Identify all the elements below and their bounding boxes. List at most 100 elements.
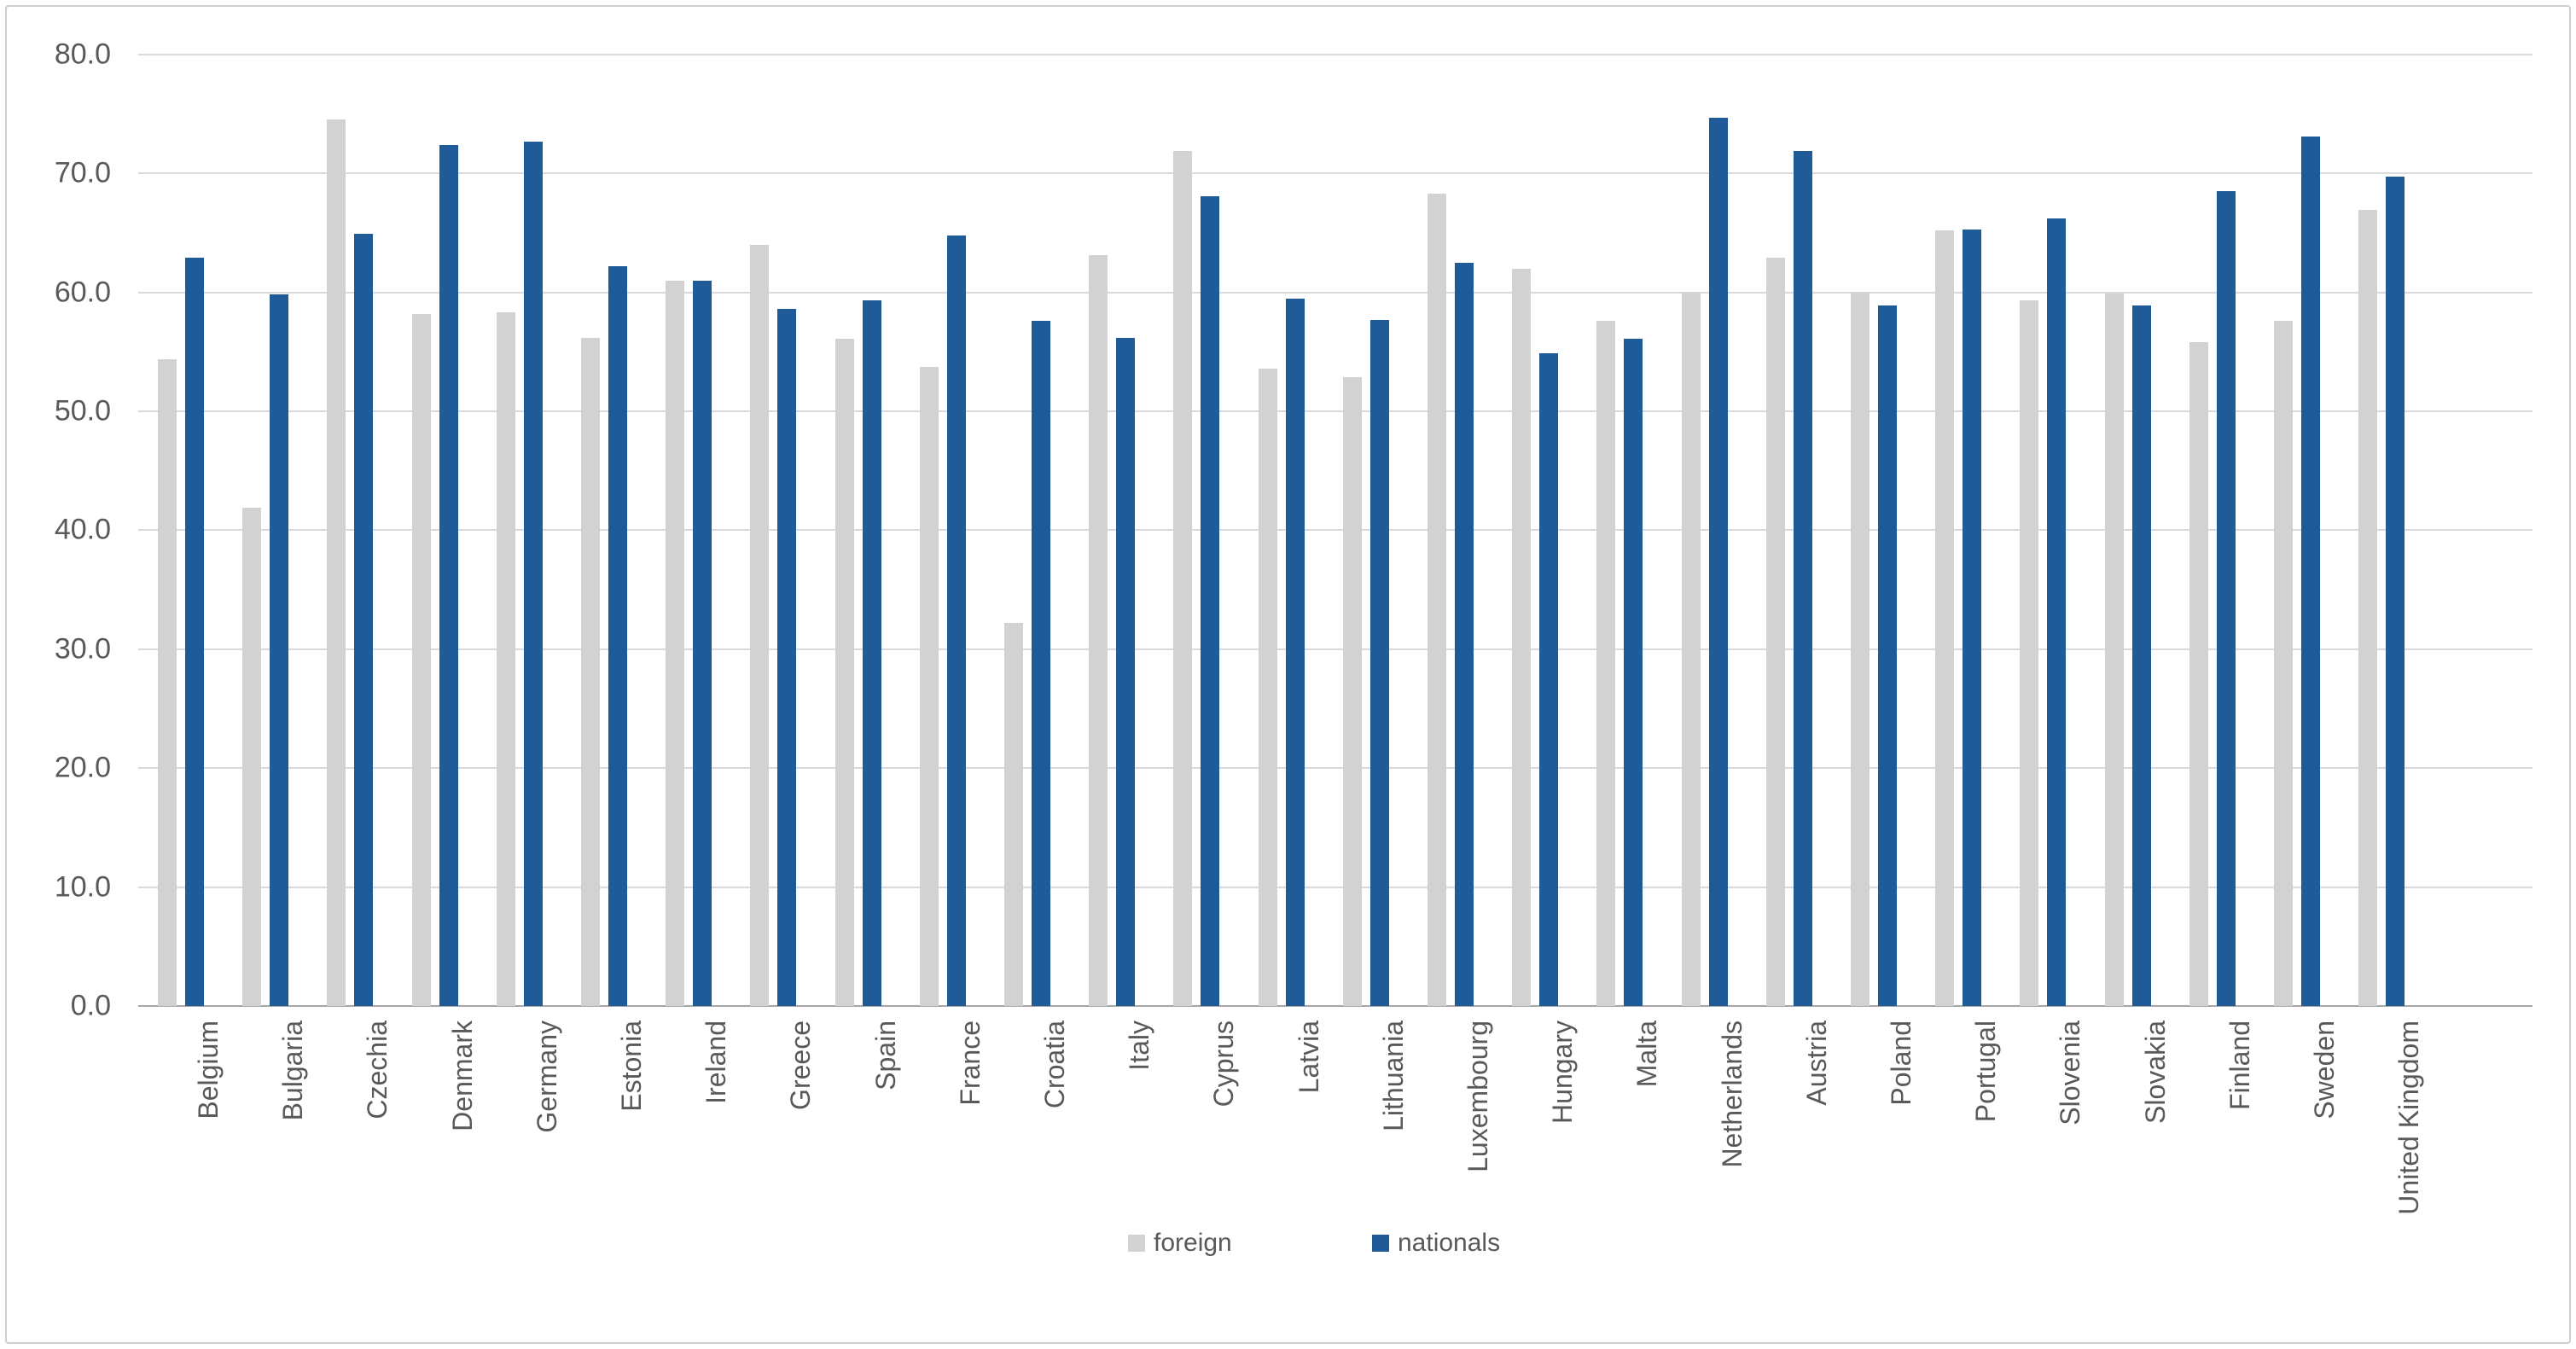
bar-nationals-cyprus[interactable] [1201,195,1220,1006]
bar-foreign-croatia[interactable] [1004,623,1023,1006]
x-axis-label-spain: Spain [869,1020,901,1090]
gridline-20 [138,767,2532,770]
x-axis-line [138,1005,2532,1007]
bar-foreign-sweden[interactable] [2274,321,2293,1006]
x-axis-label-germany: Germany [531,1020,562,1133]
x-axis-label-sweden: Sweden [2309,1020,2340,1119]
x-axis-label-estonia: Estonia [616,1020,647,1112]
x-axis-label-latvia: Latvia [1293,1020,1324,1094]
x-axis-label-slovenia: Slovenia [2055,1020,2086,1125]
bar-nationals-austria[interactable] [1793,150,1812,1006]
bar-foreign-finland[interactable] [2189,342,2208,1006]
bar-foreign-france[interactable] [919,367,939,1006]
x-axis-label-hungary: Hungary [1547,1020,1579,1124]
x-axis-label-ireland: Ireland [701,1020,732,1104]
bar-foreign-cyprus[interactable] [1173,150,1193,1006]
bar-nationals-bulgaria[interactable] [270,294,289,1006]
bar-nationals-greece[interactable] [777,309,797,1006]
foreign-series-swatch-icon [1128,1235,1145,1252]
bar-nationals-france[interactable] [946,235,966,1006]
x-axis-label-cyprus: Cyprus [1208,1020,1240,1108]
bar-nationals-sweden[interactable] [2301,136,2320,1006]
y-axis-tick-label: 80.0 [54,38,111,71]
bar-nationals-slovenia[interactable] [2047,218,2067,1006]
bar-nationals-finland[interactable] [2216,191,2236,1006]
bar-nationals-belgium[interactable] [185,258,204,1006]
legend-item-foreign[interactable]: foreign [1128,1229,1232,1258]
bar-nationals-czechia[interactable] [354,234,374,1006]
bar-nationals-slovakia[interactable] [2131,305,2151,1006]
nationals-series-swatch-icon [1372,1235,1389,1252]
bar-foreign-malta[interactable] [1596,321,1616,1006]
bar-foreign-greece[interactable] [750,244,770,1006]
bar-foreign-netherlands[interactable] [1681,292,1701,1006]
bar-foreign-denmark[interactable] [411,313,431,1006]
bar-nationals-poland[interactable] [1878,305,1897,1006]
bar-foreign-czechia[interactable] [327,119,346,1006]
y-axis-tick-label: 70.0 [54,156,111,189]
y-axis-tick-label: 0.0 [70,989,111,1022]
bar-foreign-germany[interactable] [496,312,515,1006]
legend-item-nationals[interactable]: nationals [1372,1229,1500,1258]
bar-foreign-lithuania[interactable] [1342,376,1362,1006]
bar-nationals-united-kingdom[interactable] [2386,177,2405,1006]
bar-foreign-poland[interactable] [1851,292,1869,1006]
bar-foreign-ireland[interactable] [666,280,685,1006]
bar-nationals-croatia[interactable] [1032,321,1050,1006]
legend-label-nationals: nationals [1398,1229,1501,1257]
x-axis-label-greece: Greece [785,1020,817,1110]
x-axis-label-france: France [954,1020,986,1106]
bar-nationals-netherlands[interactable] [1708,117,1728,1006]
bar-nationals-ireland[interactable] [693,280,712,1006]
y-axis-tick-label: 30.0 [54,632,111,666]
gridline-30 [138,648,2532,650]
gridline-70 [138,172,2532,175]
bar-foreign-italy[interactable] [1089,255,1108,1006]
bar-foreign-slovenia[interactable] [2020,300,2039,1006]
x-axis-label-croatia: Croatia [1039,1020,1070,1109]
x-axis-label-malta: Malta [1631,1020,1663,1088]
bar-nationals-lithuania[interactable] [1369,319,1389,1006]
x-axis-label-poland: Poland [1886,1020,1916,1106]
bar-nationals-denmark[interactable] [439,144,458,1006]
x-axis-label-bulgaria: Bulgaria [277,1020,309,1121]
x-axis-label-austria: Austria [1800,1020,1832,1106]
bar-foreign-spain[interactable] [834,338,854,1006]
bar-foreign-latvia[interactable] [1258,368,1277,1006]
x-axis-label-slovakia: Slovakia [2139,1020,2171,1124]
bar-nationals-germany[interactable] [523,141,543,1006]
bar-nationals-luxembourg[interactable] [1455,262,1474,1006]
bar-nationals-hungary[interactable] [1539,352,1559,1006]
x-axis-label-luxembourg: Luxembourg [1462,1020,1493,1172]
y-axis-tick-label: 50.0 [54,394,111,427]
bar-foreign-belgium[interactable] [158,358,177,1006]
bar-foreign-austria[interactable] [1765,258,1785,1006]
x-axis-label-lithuania: Lithuania [1377,1020,1409,1131]
bar-foreign-portugal[interactable] [1935,230,1955,1006]
bar-nationals-italy[interactable] [1116,337,1136,1006]
y-axis-tick-label: 60.0 [54,276,111,309]
bar-foreign-luxembourg[interactable] [1428,193,1446,1006]
gridline-60 [138,291,2532,294]
y-axis-tick-label: 20.0 [54,751,111,784]
bar-nationals-estonia[interactable] [608,265,627,1006]
bar-nationals-portugal[interactable] [1963,229,1982,1006]
x-axis-label-belgium: Belgium [193,1020,224,1119]
bar-foreign-estonia[interactable] [581,337,600,1006]
bar-foreign-hungary[interactable] [1512,268,1532,1006]
bar-foreign-slovakia[interactable] [2104,293,2124,1006]
bar-nationals-latvia[interactable] [1285,298,1305,1006]
bar-foreign-bulgaria[interactable] [242,507,262,1006]
bar-nationals-spain[interactable] [862,300,881,1006]
gridline-80 [138,53,2532,55]
bar-foreign-united-kingdom[interactable] [2358,210,2378,1006]
legend-label-foreign: foreign [1154,1229,1232,1257]
x-axis-label-portugal: Portugal [1970,1020,2002,1123]
y-axis-tick-label: 40.0 [54,513,111,546]
y-axis-tick-label: 10.0 [54,870,111,904]
x-axis-label-italy: Italy [1124,1020,1155,1071]
gridline-40 [138,529,2532,532]
gridline-50 [138,410,2532,412]
bar-nationals-malta[interactable] [1624,338,1643,1006]
